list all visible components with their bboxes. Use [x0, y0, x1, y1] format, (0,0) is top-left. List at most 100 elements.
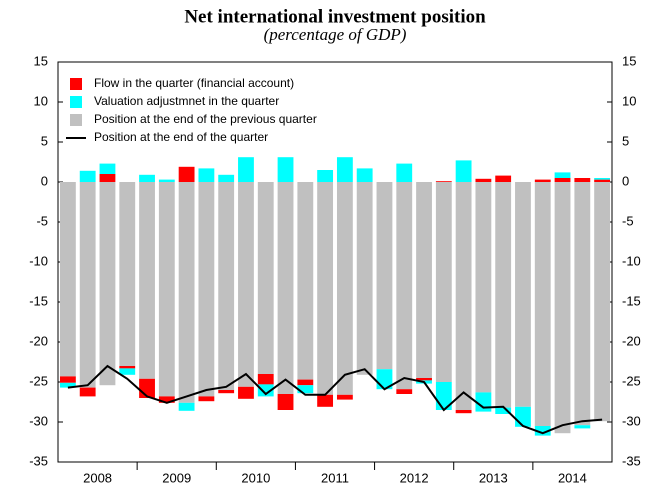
- bar-segment: [79, 387, 96, 397]
- bar-segment: [59, 376, 76, 383]
- x-tick-label: 2014: [558, 470, 587, 485]
- bar-segment: [515, 406, 531, 427]
- y2-tick-label: 10: [622, 93, 636, 108]
- bar-segment: [336, 182, 353, 395]
- legend-label: Valuation adjustmnet in the quarter: [94, 94, 279, 108]
- y2-tick-label: -20: [622, 333, 641, 348]
- bar-segment: [495, 182, 512, 408]
- bar-segment: [119, 366, 136, 369]
- y2-tick-label: -15: [622, 293, 641, 308]
- legend-label: Flow in the quarter (financial account): [94, 76, 294, 90]
- bar-segment: [574, 425, 591, 429]
- bar-segment: [534, 426, 551, 436]
- x-tick-label: 2009: [162, 470, 191, 485]
- bar-segment: [79, 182, 96, 388]
- bar-segment: [475, 178, 492, 182]
- y2-tick-label: -30: [622, 413, 641, 428]
- bar-segment: [297, 182, 314, 380]
- line: [67, 364, 603, 435]
- y-tick-label: -35: [29, 453, 48, 468]
- bar-segment: [158, 179, 175, 182]
- bar-segment: [317, 170, 334, 182]
- bar-segment: [435, 182, 452, 382]
- bar-segment: [218, 390, 235, 394]
- bar-segment: [218, 174, 235, 182]
- bar-segment: [455, 160, 472, 182]
- bar-segment: [356, 168, 373, 182]
- bar-segment: [59, 182, 76, 377]
- bar-segment: [396, 163, 413, 182]
- bar-segment: [277, 182, 294, 394]
- bar-segment: [574, 182, 591, 426]
- y2-tick-label: -25: [622, 373, 641, 388]
- x-tick-label: 2012: [400, 470, 429, 485]
- bar-segment: [178, 166, 195, 182]
- bar-segment: [435, 181, 452, 182]
- chart-title: Net international investment position: [184, 6, 486, 27]
- y-tick-label: 0: [41, 173, 48, 188]
- bar-segment: [238, 182, 254, 387]
- legend-swatch: [70, 96, 82, 108]
- bar-segment: [218, 182, 235, 390]
- bar-segment: [158, 182, 175, 397]
- bar-segment: [198, 168, 215, 182]
- y-tick-label: -15: [29, 293, 48, 308]
- bar-segment: [317, 394, 334, 407]
- bar-segment: [257, 182, 274, 374]
- y-tick-label: -5: [36, 213, 48, 228]
- bar-segment: [534, 179, 551, 182]
- legend-swatch: [70, 78, 82, 90]
- y-tick-label: 10: [34, 93, 48, 108]
- bar-segment: [178, 402, 195, 411]
- bar-segment: [119, 182, 136, 366]
- y2-tick-label: -35: [622, 453, 641, 468]
- bar-segment: [79, 170, 96, 182]
- bar-segment: [257, 384, 274, 397]
- bar-segment: [277, 394, 294, 410]
- bar-segment: [416, 182, 432, 378]
- bar-segment: [416, 378, 432, 381]
- bar-segment: [139, 182, 155, 379]
- bar-segment: [198, 182, 215, 397]
- y-tick-label: 15: [34, 53, 48, 68]
- bar-segment: [554, 172, 571, 178]
- bar-segment: [336, 157, 353, 182]
- y-tick-label: -10: [29, 253, 48, 268]
- bar-segment: [238, 386, 254, 399]
- bar-segment: [475, 182, 492, 393]
- y-tick-label: 5: [41, 133, 48, 148]
- x-tick-label: 2013: [479, 470, 508, 485]
- bar-segment: [99, 174, 116, 182]
- bar-segment: [396, 389, 413, 394]
- bar-segment: [297, 379, 314, 386]
- bar-segment: [119, 368, 136, 375]
- bar-segment: [475, 392, 492, 412]
- x-tick-label: 2010: [241, 470, 270, 485]
- bar-segment: [257, 374, 274, 385]
- x-tick-label: 2011: [321, 470, 349, 485]
- bar-segment: [554, 178, 571, 182]
- y2-tick-label: 0: [622, 173, 629, 188]
- y-tick-label: -25: [29, 373, 48, 388]
- bar-segment: [455, 410, 472, 414]
- bar-segment: [59, 382, 76, 388]
- y-tick-label: -20: [29, 333, 48, 348]
- bar-segment: [178, 182, 195, 403]
- bar-segment: [99, 182, 116, 386]
- y2-tick-label: 15: [622, 53, 636, 68]
- bar-segment: [495, 175, 512, 182]
- bar-segment: [534, 182, 551, 426]
- bar-segment: [594, 182, 611, 422]
- y2-tick-label: 5: [622, 133, 629, 148]
- chart-subtitle: (percentage of GDP): [264, 25, 407, 44]
- bar-segment: [297, 385, 314, 394]
- bar-segment: [99, 163, 116, 174]
- bar-segment: [198, 396, 215, 402]
- bar-segment: [554, 182, 571, 434]
- bar-segment: [317, 182, 334, 395]
- legend-label: Position at the end of the previous quar…: [94, 112, 317, 126]
- bar-segment: [356, 182, 373, 375]
- bar-segment: [277, 157, 294, 182]
- bar-segment: [515, 182, 531, 407]
